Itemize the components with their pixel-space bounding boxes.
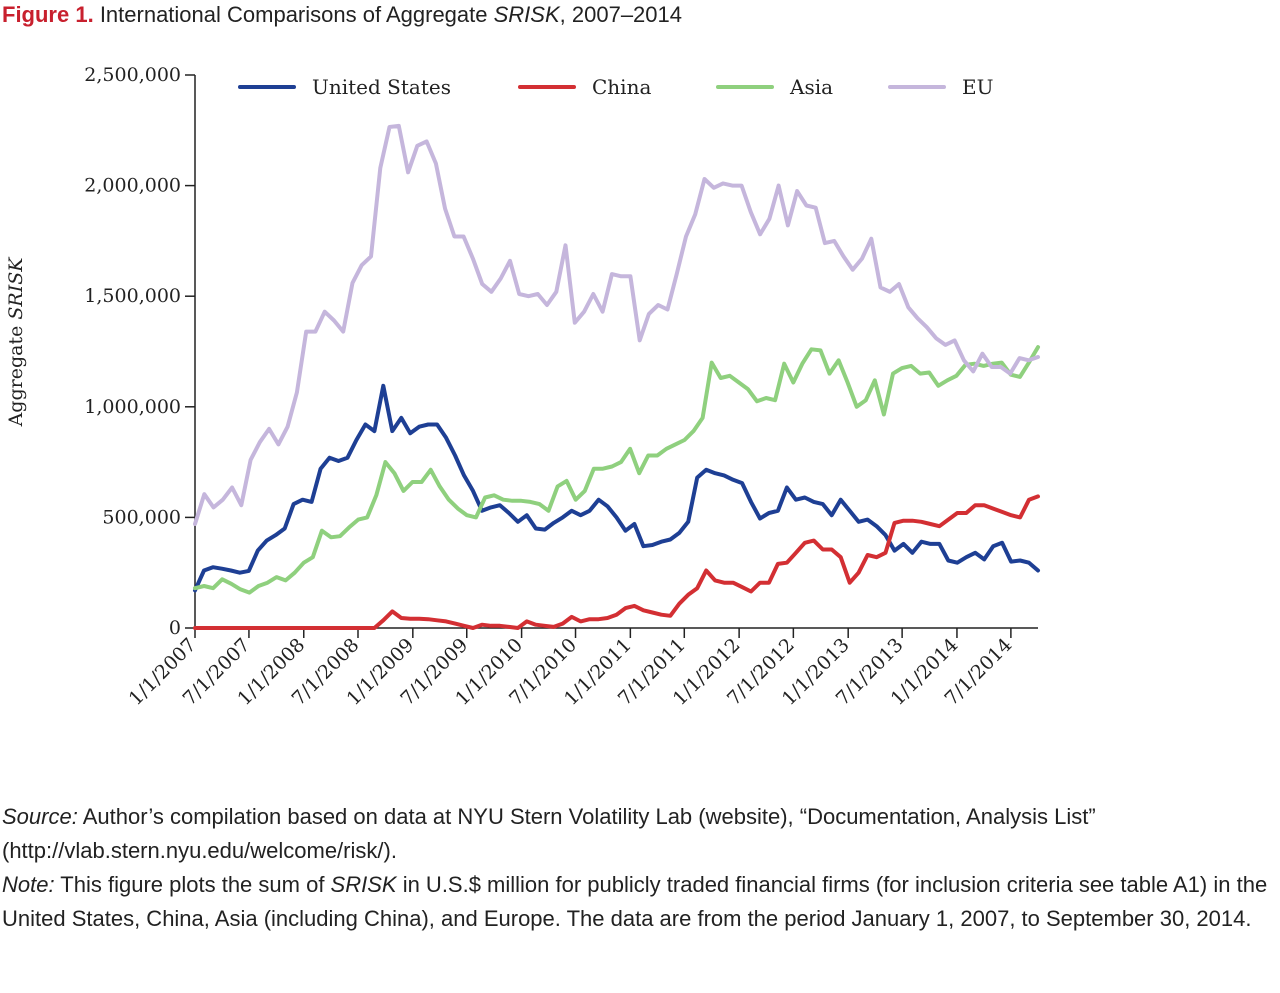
y-tick-label: 0 [169, 617, 181, 639]
y-tick-label: 2,000,000 [84, 175, 181, 197]
note-label: Note: [2, 872, 55, 897]
legend-label-united-states: United States [312, 75, 451, 99]
note-text-2: in U.S.$ million for publicly traded fin… [2, 872, 1268, 931]
series-line-china [193, 494, 1040, 630]
figure-number: Figure 1. [2, 2, 94, 27]
chart-legend: United States China Asia EU [238, 75, 993, 99]
x-tick-labels: 1/1/20077/1/20071/1/20087/1/20081/1/2009… [125, 634, 1017, 710]
figure-title-italic: SRISK [493, 2, 560, 27]
series-line-eu [193, 123, 1040, 526]
legend-label-china: China [592, 75, 651, 99]
y-tick-label: 1,000,000 [84, 396, 181, 418]
y-axis-title: Aggregate SRISK [5, 256, 27, 428]
note-text-1: This figure plots the sum of [54, 872, 331, 897]
y-tick-label: 500,000 [102, 506, 181, 528]
figure-title: Figure 1. International Comparisons of A… [2, 0, 1272, 30]
note-line: Note: This figure plots the sum of SRISK… [2, 868, 1278, 936]
chart-series [193, 123, 1040, 630]
y-tick-labels: 0 500,000 1,000,000 1,500,000 2,000,000 2,500… [84, 64, 181, 639]
note-italic: SRISK [330, 872, 397, 897]
legend-label-eu: EU [962, 75, 993, 99]
srisk-line-chart: 0 500,000 1,000,000 1,500,000 2,000,000 2,500… [5, 64, 1040, 710]
y-tick-label: 2,500,000 [84, 64, 181, 86]
series-line-united-states [193, 383, 1040, 593]
legend-label-asia: Asia [789, 75, 833, 99]
y-tick-label: 1,500,000 [84, 285, 181, 307]
source-line: Source: Author’s compilation based on da… [2, 800, 1278, 868]
figure-title-prefix: International Comparisons of Aggregate [99, 2, 494, 27]
source-label: Source: [2, 804, 78, 829]
figure-title-suffix: , 2007–2014 [559, 2, 682, 27]
series-line-asia [193, 345, 1040, 595]
figure-caption: Source: Author’s compilation based on da… [2, 800, 1278, 936]
source-text: Author’s compilation based on data at NY… [2, 804, 1096, 863]
